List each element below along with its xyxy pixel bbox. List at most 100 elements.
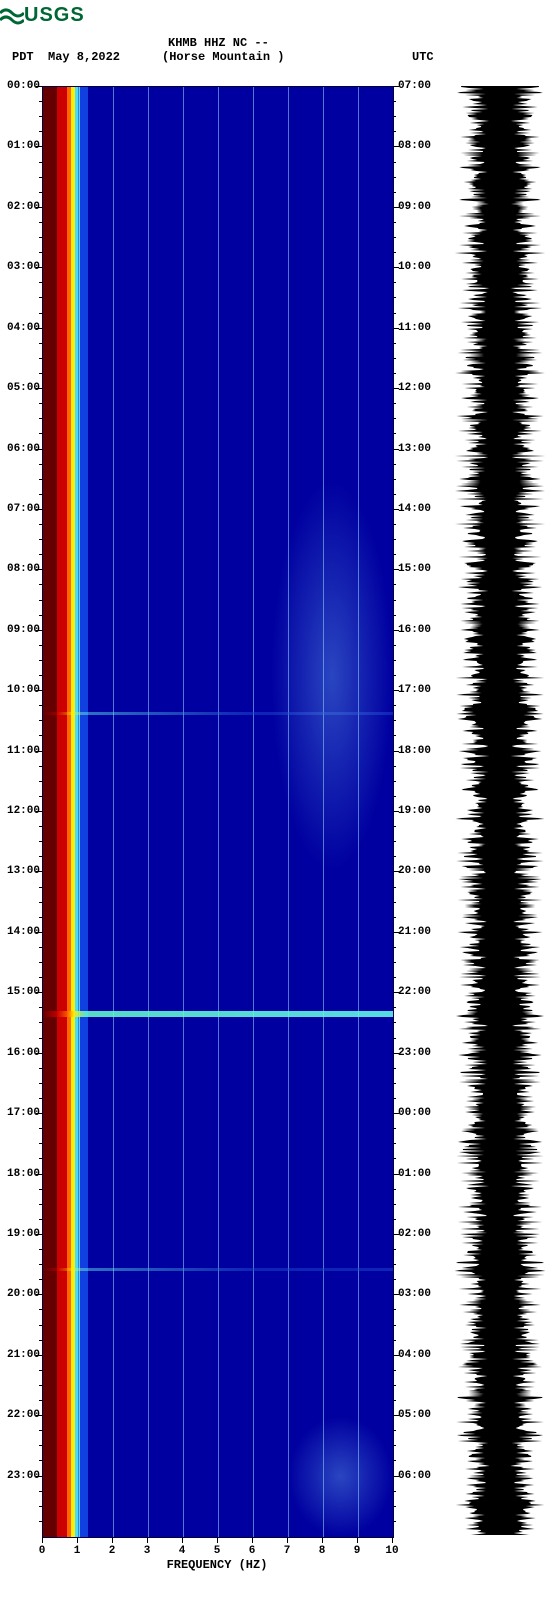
y-tick-right xyxy=(393,690,399,691)
y-tick-right xyxy=(393,751,399,752)
x-tick-label: 8 xyxy=(319,1545,326,1557)
y-tick-minor-left xyxy=(39,373,42,374)
y-tick-minor-left xyxy=(39,1007,42,1008)
y-tick-label-left: 04:00 xyxy=(0,322,40,334)
y-tick-minor-left xyxy=(39,962,42,963)
y-tick-minor-left xyxy=(39,494,42,495)
y-tick-left xyxy=(36,1476,42,1477)
x-tick xyxy=(77,1537,78,1543)
y-tick-minor-left xyxy=(39,116,42,117)
y-tick-minor-right xyxy=(393,1491,396,1492)
y-tick-label-right: 14:00 xyxy=(398,503,431,515)
tz-right-label: UTC xyxy=(412,50,434,64)
x-tick-label: 0 xyxy=(39,1545,46,1557)
x-tick xyxy=(182,1537,183,1543)
y-tick-minor-left xyxy=(39,343,42,344)
y-tick-minor-right xyxy=(393,1219,396,1220)
y-tick-minor-right xyxy=(393,418,396,419)
y-tick-minor-right xyxy=(393,766,396,767)
y-tick-minor-left xyxy=(39,1143,42,1144)
y-tick-minor-left xyxy=(39,917,42,918)
y-tick-right xyxy=(393,992,399,993)
y-tick-minor-left xyxy=(39,1038,42,1039)
y-tick-minor-left xyxy=(39,1340,42,1341)
x-tick xyxy=(357,1537,358,1543)
usgs-logo-text: USGS xyxy=(24,4,85,27)
y-tick-minor-left xyxy=(39,856,42,857)
x-tick xyxy=(217,1537,218,1543)
y-tick-minor-left xyxy=(39,101,42,102)
y-tick-minor-right xyxy=(393,977,396,978)
seismogram-trace xyxy=(454,86,546,1536)
y-tick-minor-right xyxy=(393,615,396,616)
y-tick-right xyxy=(393,630,399,631)
y-tick-label-left: 09:00 xyxy=(0,624,40,636)
y-tick-minor-left xyxy=(39,1022,42,1023)
y-tick-label-right: 17:00 xyxy=(398,684,431,696)
y-tick-label-right: 03:00 xyxy=(398,1288,431,1300)
y-tick-minor-left xyxy=(39,1189,42,1190)
y-tick-minor-right xyxy=(393,162,396,163)
x-tick xyxy=(112,1537,113,1543)
y-tick-minor-left xyxy=(39,781,42,782)
y-tick-minor-right xyxy=(393,1022,396,1023)
y-tick-minor-left xyxy=(39,1491,42,1492)
y-tick-right xyxy=(393,509,399,510)
y-tick-label-left: 10:00 xyxy=(0,684,40,696)
y-tick-minor-left xyxy=(39,947,42,948)
y-tick-minor-left xyxy=(39,418,42,419)
y-tick-label-right: 18:00 xyxy=(398,745,431,757)
y-tick-left xyxy=(36,690,42,691)
y-tick-minor-left xyxy=(39,1521,42,1522)
y-tick-right xyxy=(393,1174,399,1175)
y-tick-minor-right xyxy=(393,464,396,465)
y-tick-minor-left xyxy=(39,600,42,601)
y-tick-label-left: 11:00 xyxy=(0,745,40,757)
y-tick-right xyxy=(393,1234,399,1235)
y-tick-label-left: 18:00 xyxy=(0,1168,40,1180)
y-tick-minor-right xyxy=(393,1249,396,1250)
event-streak xyxy=(43,1011,393,1017)
y-tick-minor-left xyxy=(39,796,42,797)
y-tick-right xyxy=(393,1113,399,1114)
y-tick-minor-left xyxy=(39,1264,42,1265)
y-tick-label-left: 13:00 xyxy=(0,865,40,877)
y-tick-left xyxy=(36,1415,42,1416)
y-tick-left xyxy=(36,932,42,933)
y-tick-minor-left xyxy=(39,192,42,193)
y-tick-minor-left xyxy=(39,584,42,585)
y-tick-minor-left xyxy=(39,1204,42,1205)
y-tick-minor-right xyxy=(393,1340,396,1341)
y-tick-left xyxy=(36,992,42,993)
tz-left-label: PDT xyxy=(12,50,34,64)
y-tick-minor-left xyxy=(39,645,42,646)
freq-gridline xyxy=(183,87,184,1537)
y-tick-minor-right xyxy=(393,177,396,178)
y-tick-minor-right xyxy=(393,237,396,238)
y-tick-minor-right xyxy=(393,433,396,434)
y-tick-minor-left xyxy=(39,735,42,736)
y-tick-minor-right xyxy=(393,373,396,374)
y-tick-minor-right xyxy=(393,645,396,646)
y-tick-minor-right xyxy=(393,902,396,903)
usgs-logo: USGS xyxy=(0,4,85,27)
y-tick-left xyxy=(36,449,42,450)
y-tick-minor-right xyxy=(393,1506,396,1507)
y-tick-left xyxy=(36,509,42,510)
y-tick-minor-right xyxy=(393,1264,396,1265)
y-tick-left xyxy=(36,569,42,570)
y-tick-minor-left xyxy=(39,841,42,842)
y-tick-right xyxy=(393,1053,399,1054)
y-tick-minor-left xyxy=(39,479,42,480)
y-tick-left xyxy=(36,751,42,752)
y-tick-minor-right xyxy=(393,116,396,117)
y-tick-minor-right xyxy=(393,101,396,102)
y-tick-minor-left xyxy=(39,1506,42,1507)
y-tick-minor-left xyxy=(39,1309,42,1310)
y-tick-minor-left xyxy=(39,1158,42,1159)
y-tick-left xyxy=(36,1053,42,1054)
y-tick-minor-left xyxy=(39,539,42,540)
y-tick-label-left: 19:00 xyxy=(0,1228,40,1240)
y-tick-right xyxy=(393,328,399,329)
y-tick-minor-right xyxy=(393,539,396,540)
